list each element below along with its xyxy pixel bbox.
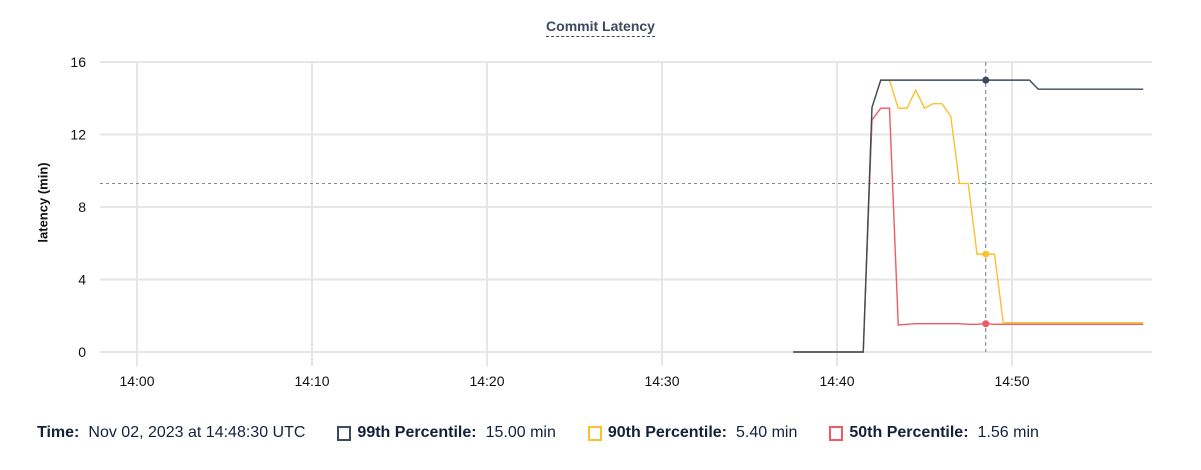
x-tick-label: 14:20 [469,373,504,389]
crosshair-point-50th [982,320,990,328]
series-line-50th [793,107,1144,353]
time-value: Nov 02, 2023 at 14:48:30 UTC [88,424,306,441]
crosshair-point-99th [982,76,990,84]
chart-title-text[interactable]: Commit Latency [546,18,655,37]
series-line-90th [793,79,1144,353]
legend-label-50th: 50th Percentile: [849,424,969,441]
x-tick-label: 14:00 [119,373,154,389]
y-tick-label: 0 [78,344,86,360]
x-tick-label: 14:50 [994,373,1029,389]
legend-swatch-99th[interactable] [337,425,352,441]
x-tick-label: 14:40 [819,373,854,389]
y-tick-label: 12 [70,127,86,143]
y-tick-label: 8 [78,199,86,215]
legend-value-90th: 5.40 min [736,424,798,441]
legend-swatch-90th[interactable] [587,425,602,441]
legend-value-99th: 15.00 min [485,424,556,441]
time-label: Time: [37,424,80,441]
legend-label-90th: 90th Percentile: [607,424,727,441]
series-line-99th [793,79,1144,353]
legend-label-99th: 99th Percentile: [357,424,477,441]
chart-title[interactable]: Commit Latency [0,18,1201,37]
crosshair-point-90th [982,250,990,258]
x-tick-label: 14:10 [294,373,329,389]
x-tick-label: 14:30 [644,373,679,389]
legend-value-50th: 1.56 min [977,424,1039,441]
legend-swatch-50th[interactable] [829,425,844,441]
y-tick-label: 16 [70,54,86,70]
legend: Time: Nov 02, 2023 at 14:48:30 UTC 99th … [37,424,1039,442]
y-tick-label: 4 [78,272,86,288]
latency-chart[interactable]: 0 4 8 12 16 14:00 14:10 14:20 14:30 14:40 14:50 [0,0,1201,400]
